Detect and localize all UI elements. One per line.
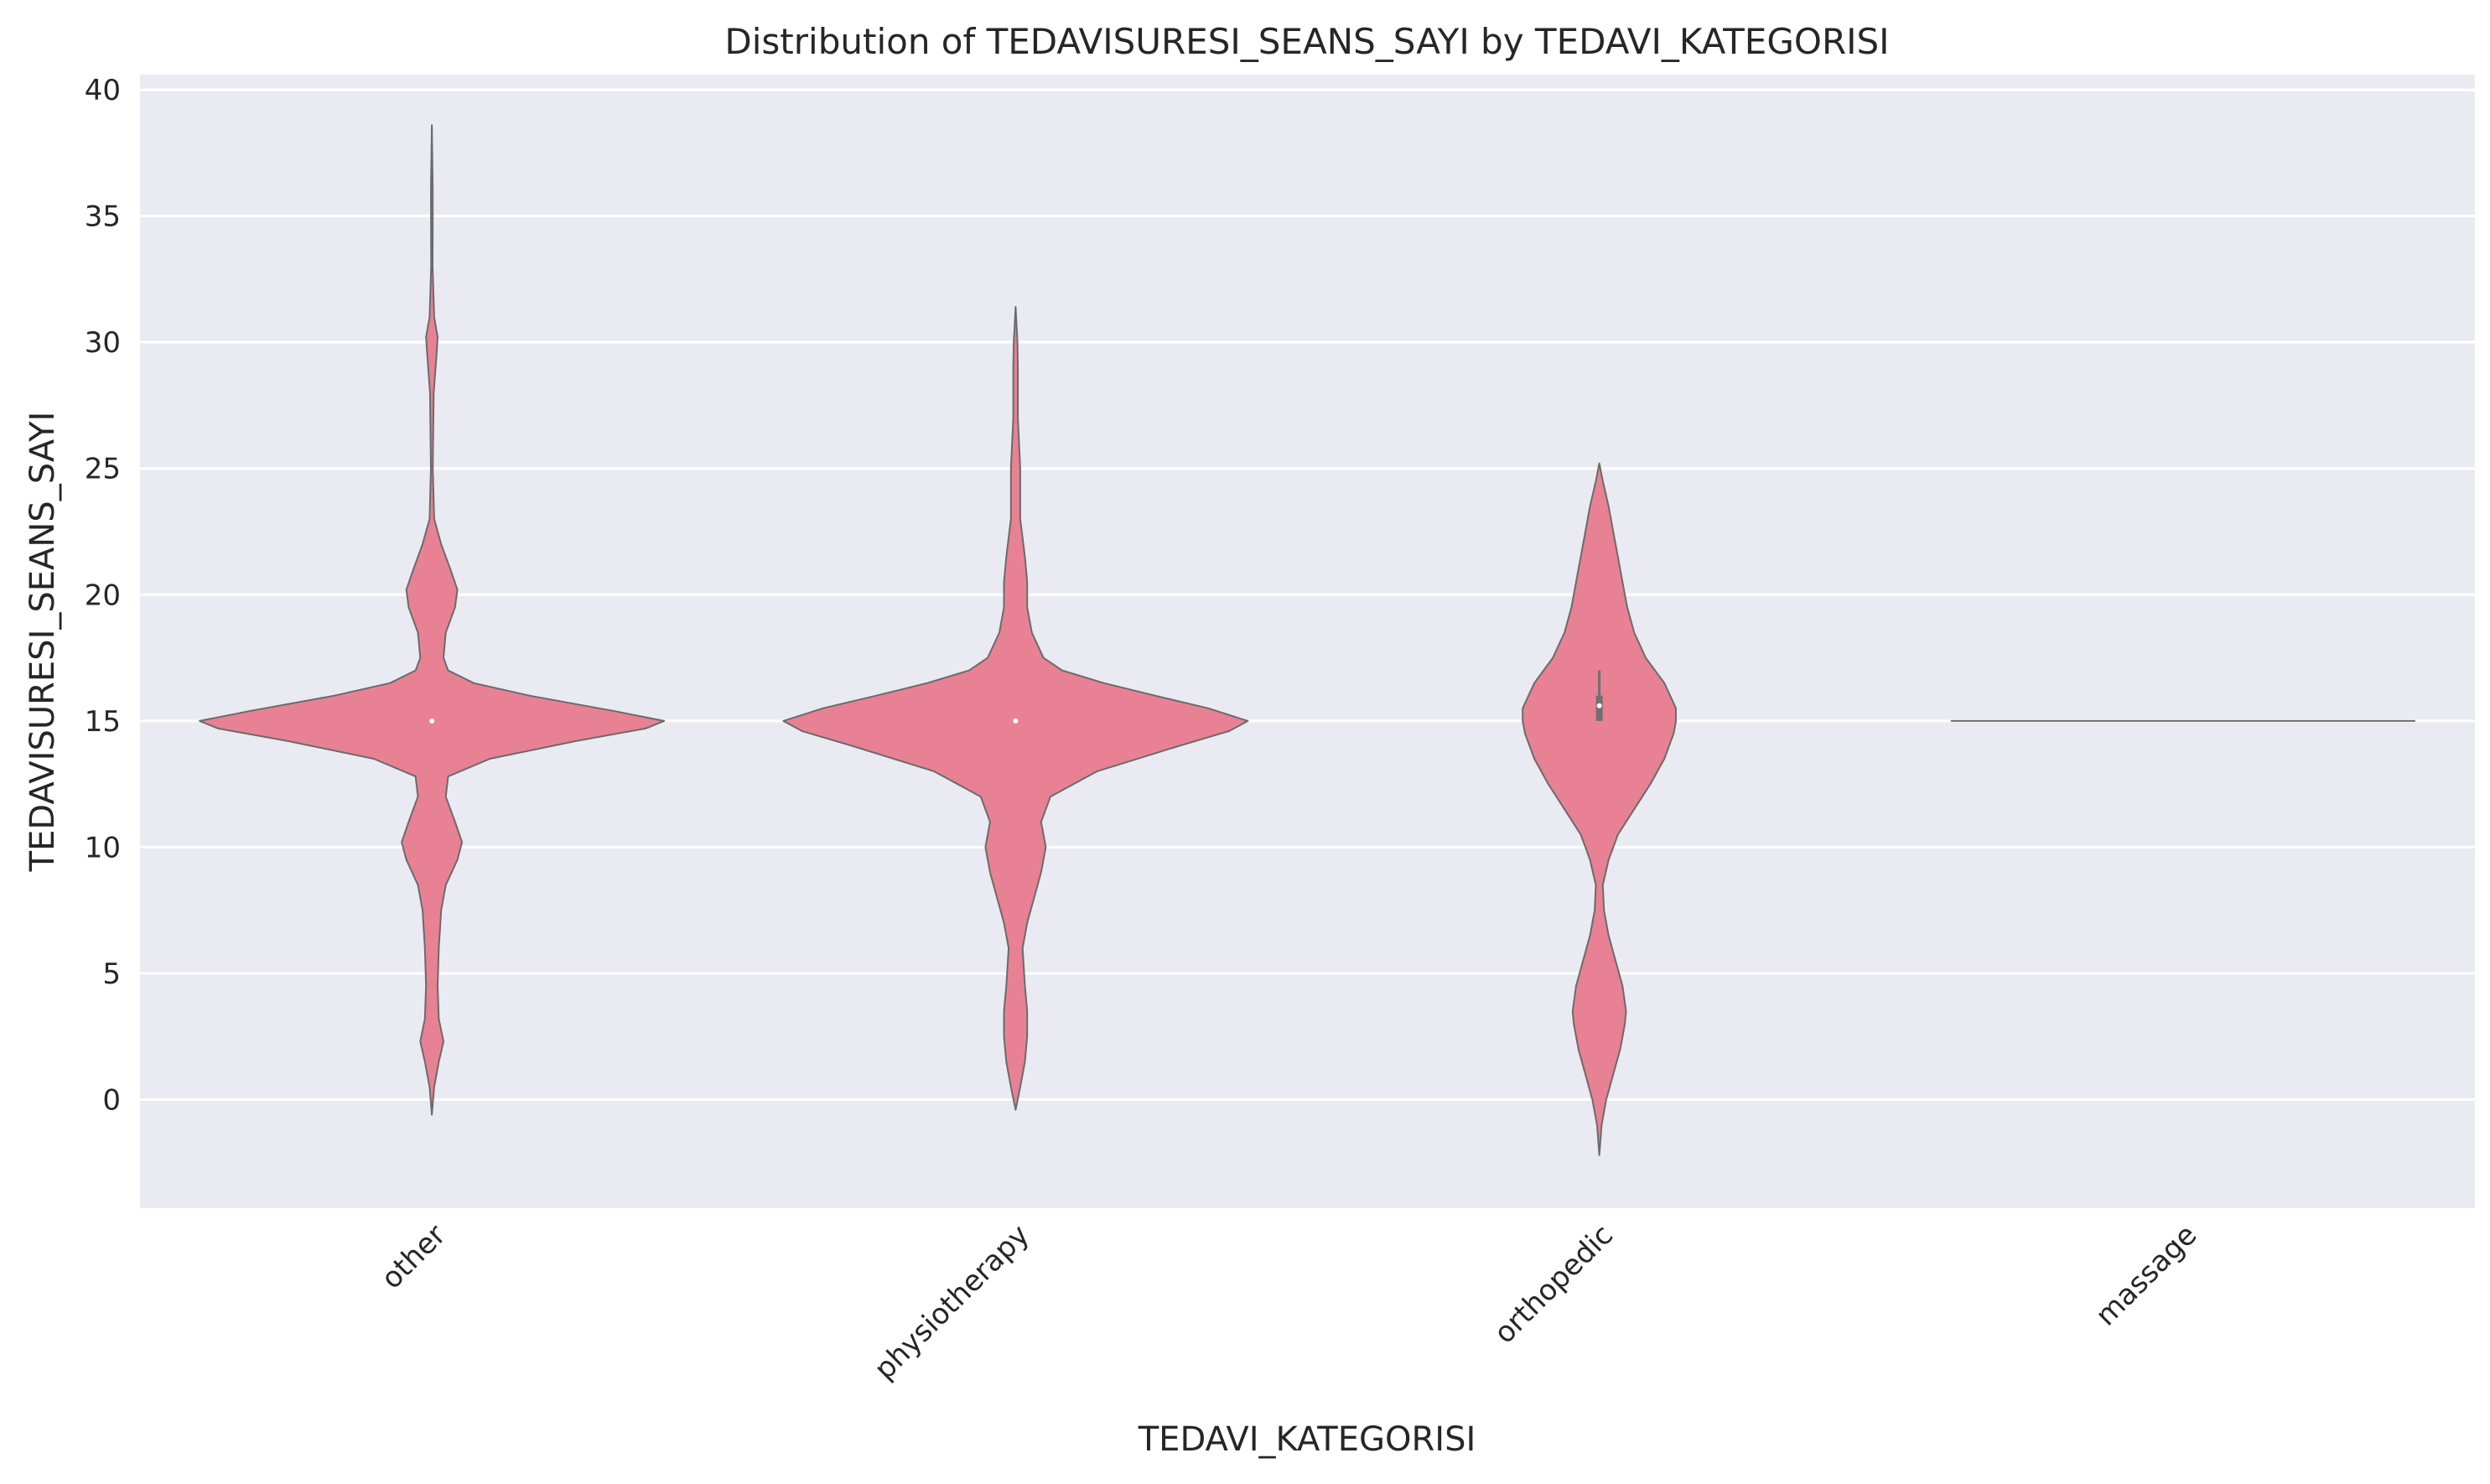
- x-axis-label: TEDAVI_KATEGORISI: [1138, 1420, 1476, 1459]
- median-marker-other: [429, 718, 435, 724]
- median-marker-orthopedic: [1596, 703, 1602, 708]
- median-marker-physiotherapy: [1013, 718, 1019, 724]
- violin-body-other: [199, 124, 666, 1116]
- violin-body-physiotherapy: [782, 306, 1249, 1111]
- y-tick-labels: 0 5 10 15 20 25 30 35 40: [85, 74, 121, 1117]
- violin-physiotherapy: [782, 306, 1249, 1111]
- y-tick-label: 25: [85, 453, 121, 486]
- violin-orthopedic: [1522, 462, 1677, 1156]
- y-tick-label: 5: [102, 957, 121, 991]
- y-tick-label: 10: [85, 831, 121, 864]
- y-axis-label: TEDAVISURESI_SEANS_SAYI: [23, 412, 62, 873]
- y-tick-label: 20: [85, 579, 121, 612]
- chart-title: Distribution of TEDAVISURESI_SEANS_SAYI …: [724, 21, 1889, 62]
- violins: [199, 124, 2415, 1156]
- violin-other: [199, 124, 666, 1116]
- iqr-box-orthopedic: [1595, 695, 1603, 721]
- y-tick-label: 40: [85, 74, 121, 107]
- violin-body-orthopedic: [1522, 462, 1677, 1156]
- y-tick-label: 35: [85, 200, 121, 234]
- y-tick-label: 0: [102, 1084, 121, 1118]
- y-tick-label: 15: [85, 705, 121, 739]
- y-tick-label: 30: [85, 326, 121, 360]
- plot-background: [140, 75, 2475, 1208]
